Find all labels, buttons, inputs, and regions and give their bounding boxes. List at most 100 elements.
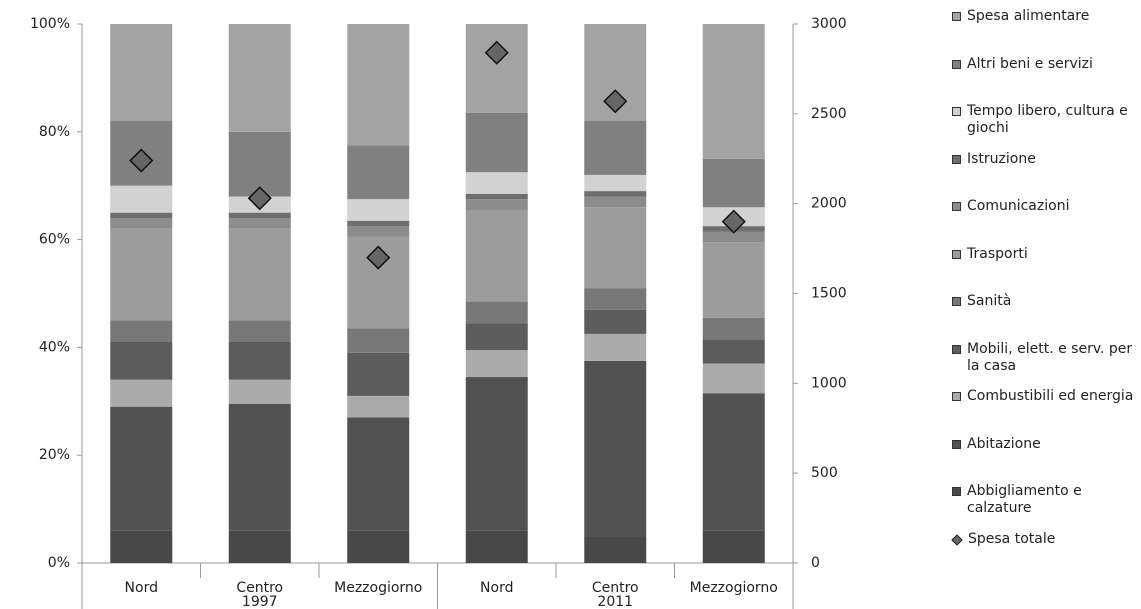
legend-label: Spesa alimentare [967,8,1090,24]
y-tick-label: 0% [48,555,70,571]
bar-segment [465,172,528,194]
legend-label: Tempo libero, cultura e giochi [967,103,1128,136]
group-label: 1997 [242,594,278,609]
bar-segment [584,121,647,175]
bar-segment [228,379,291,404]
legend-label: Combustibili ed energia [967,388,1134,404]
legend-item: Combustibili ed energia [952,388,1140,405]
bar-segment [110,185,173,213]
bar-segment [228,131,291,197]
y2-tick-label: 1000 [811,375,847,391]
y2-tick-label: 500 [811,465,838,481]
bar-segment [347,199,410,221]
bar-segment [584,360,647,537]
legend-swatch [952,202,961,211]
bar-segment [228,320,291,343]
legend-item: Mobili, elett. e serv. per la casa [952,341,1140,375]
total-marker [366,245,391,270]
legend-swatch [952,12,961,21]
total-marker [721,209,746,234]
legend-swatch [952,392,961,401]
y2-tick-label: 0 [811,555,820,571]
bar-segment [702,363,765,394]
bar-segment [584,174,647,192]
total-marker [129,148,154,173]
bar-segment [702,24,765,159]
bar-segment [702,158,765,208]
total-marker [603,89,628,114]
legend-item: Spesa alimentare [952,8,1140,25]
legend-item: Trasporti [952,246,1140,263]
legend-swatch [952,154,961,164]
bar-segment [465,209,528,302]
y2-tick-label: 1500 [811,286,847,302]
legend-label: Istruzione [967,150,1036,167]
bar-segment [110,24,173,122]
legend-swatch [952,297,961,306]
bar-segment [347,352,410,396]
bar-segment [347,24,410,146]
x-tick-label: Mezzogiorno [334,580,422,596]
legend-label: Mobili, elett. e serv. per la casa [967,340,1133,374]
legend-swatch [952,107,961,116]
bar-segment [347,220,410,227]
bar-segment [110,406,173,531]
bar-segment [465,193,528,200]
legend-swatch [952,487,961,496]
bar-segment [347,395,410,418]
bar-segment [228,212,291,219]
group-label: 2011 [597,594,633,609]
y2-tick-label: 3000 [811,16,847,32]
legend-swatch [952,249,961,259]
legend-label: Abbigliamento e calzature [967,483,1082,516]
legend-item: Abitazione [952,436,1140,453]
legend-item: Abbigliamento e calzature [952,483,1140,517]
bar-segment [702,317,765,340]
bar-segment [110,212,173,219]
bar-segment [347,417,410,531]
bar-segment [228,530,291,563]
bar-segment [110,530,173,563]
legend-label: Comunicazioni [967,198,1070,214]
bar-segment [702,530,765,563]
x-tick-label: Nord [480,580,513,596]
legend-item: Comunicazioni [952,198,1140,215]
chart: 0% 20% 40% 60% 80% 100% 0 500 1000 1500 2000 2500 30… [30,16,847,609]
y2-tick-label: 2500 [811,106,847,122]
legend-item: Sanità [952,293,1140,310]
x-tick-label: Nord [125,580,158,596]
legend-label: Spesa totale [968,530,1056,547]
legend-label: Trasporti [967,245,1028,262]
bar-segment [702,231,765,243]
legend-swatch [951,533,963,546]
total-marker [247,186,272,211]
legend-label: Altri beni e servizi [967,55,1093,72]
bar-segment [584,536,647,563]
total-marker [484,40,509,65]
bar-segment [347,226,410,237]
bar-segment [347,530,410,563]
bar-segment [702,339,765,364]
x-tick-label: Centro [592,580,639,596]
legend-label: Abitazione [967,435,1041,452]
y-tick-label: 80% [39,124,70,140]
bar-segment [228,403,291,531]
bar-segment [110,342,173,380]
bar-segment [465,301,528,324]
y2-tick-label: 2000 [811,196,847,212]
bar-segment [347,328,410,353]
bar-segment [228,24,291,132]
legend-item: Tempo libero, cultura e giochi [952,103,1140,137]
legend-label: Sanità [967,293,1012,309]
x-tick-label: Centro [236,580,283,596]
bar-segment [584,196,647,208]
y-tick-label: 20% [39,447,70,463]
bar-segment [465,350,528,378]
bar-segment [228,342,291,380]
bar-segment [465,24,528,113]
bar-segment [110,218,173,229]
bar-segment [584,191,647,197]
y-tick-label: 60% [39,232,70,248]
bar-segment [465,530,528,563]
